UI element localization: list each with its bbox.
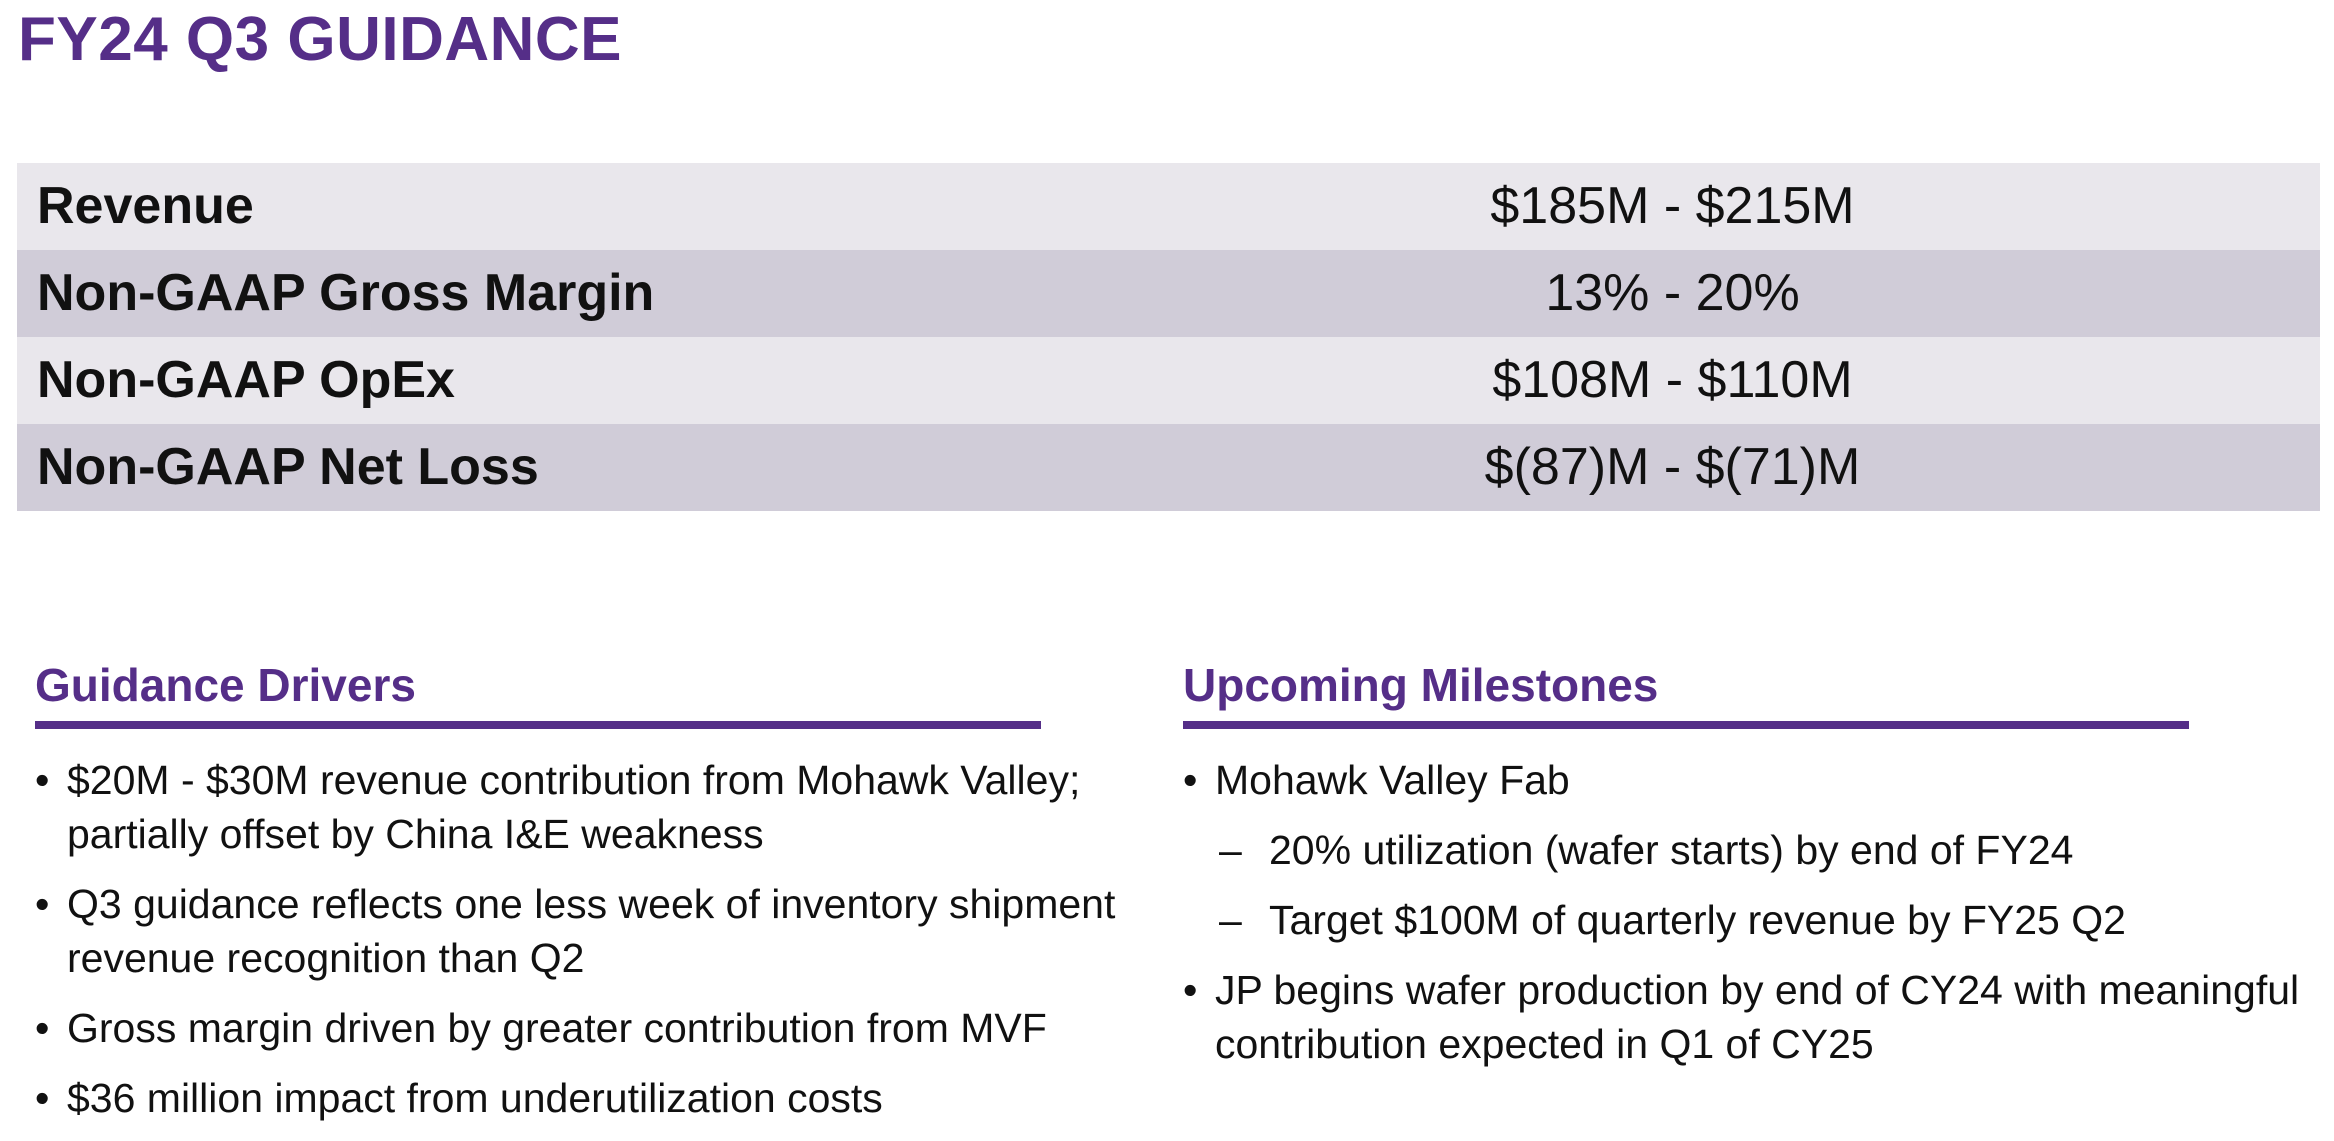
sub-list-item: Target $100M of quarterly revenue by FY2…	[1183, 893, 2323, 947]
guidance-table: Revenue $185M - $215M Non-GAAP Gross Mar…	[17, 163, 2320, 511]
metric-label: Non-GAAP OpEx	[17, 337, 1037, 424]
list-item: $20M - $30M revenue contribution from Mo…	[35, 753, 1155, 861]
list-item-line: Gross margin driven by greater contribut…	[67, 1005, 1047, 1051]
metric-label: Non-GAAP Gross Margin	[17, 250, 1037, 337]
list-item-line: Q3 guidance reflects one less week of in…	[67, 881, 1116, 927]
list-item-line: contribution expected in Q1 of CY25	[1215, 1021, 1874, 1067]
list-item-line: revenue recognition than Q2	[67, 935, 585, 981]
section-header-upcoming-milestones: Upcoming Milestones	[1183, 659, 1659, 711]
upcoming-milestones-section: Upcoming Milestones Mohawk Valley Fab 20…	[1183, 655, 2323, 1087]
section-header-guidance-drivers: Guidance Drivers	[35, 659, 416, 711]
section-divider	[1183, 721, 2189, 729]
list-item-line: Target $100M of quarterly revenue by FY2…	[1269, 897, 2126, 943]
guidance-drivers-list: $20M - $30M revenue contribution from Mo…	[35, 753, 1155, 1125]
metric-range: $(87)M - $(71)M	[1037, 424, 2320, 511]
list-item-line: Mohawk Valley Fab	[1215, 757, 1570, 803]
sub-list-item: 20% utilization (wafer starts) by end of…	[1183, 823, 2323, 877]
list-item-line: $36 million impact from underutilization…	[67, 1075, 883, 1121]
table-row-gross-margin: Non-GAAP Gross Margin 13% - 20%	[17, 250, 2320, 337]
metric-label: Revenue	[17, 163, 1037, 250]
upcoming-milestones-list: Mohawk Valley Fab 20% utilization (wafer…	[1183, 753, 2323, 1071]
table-row-net-loss: Non-GAAP Net Loss $(87)M - $(71)M	[17, 424, 2320, 511]
list-item-line: 20% utilization (wafer starts) by end of…	[1269, 827, 2074, 873]
metric-range: $108M - $110M	[1037, 337, 2320, 424]
table-row-opex: Non-GAAP OpEx $108M - $110M	[17, 337, 2320, 424]
section-divider	[35, 721, 1041, 729]
list-item: Mohawk Valley Fab	[1183, 753, 2323, 807]
list-item: Gross margin driven by greater contribut…	[35, 1001, 1155, 1055]
list-item: Q3 guidance reflects one less week of in…	[35, 877, 1155, 985]
metric-range: 13% - 20%	[1037, 250, 2320, 337]
list-item: $36 million impact from underutilization…	[35, 1071, 1155, 1125]
metric-label: Non-GAAP Net Loss	[17, 424, 1037, 511]
list-item-line: JP begins wafer production by end of CY2…	[1215, 967, 2300, 1013]
table-row-revenue: Revenue $185M - $215M	[17, 163, 2320, 250]
list-item-line: $20M - $30M revenue contribution from Mo…	[67, 757, 1081, 803]
list-item-line: partially offset by China I&E weakness	[67, 811, 764, 857]
metric-range: $185M - $215M	[1037, 163, 2320, 250]
list-item: JP begins wafer production by end of CY2…	[1183, 963, 2323, 1071]
guidance-drivers-section: Guidance Drivers $20M - $30M revenue con…	[35, 655, 1155, 1141]
page-title: FY24 Q3 GUIDANCE	[18, 5, 623, 74]
